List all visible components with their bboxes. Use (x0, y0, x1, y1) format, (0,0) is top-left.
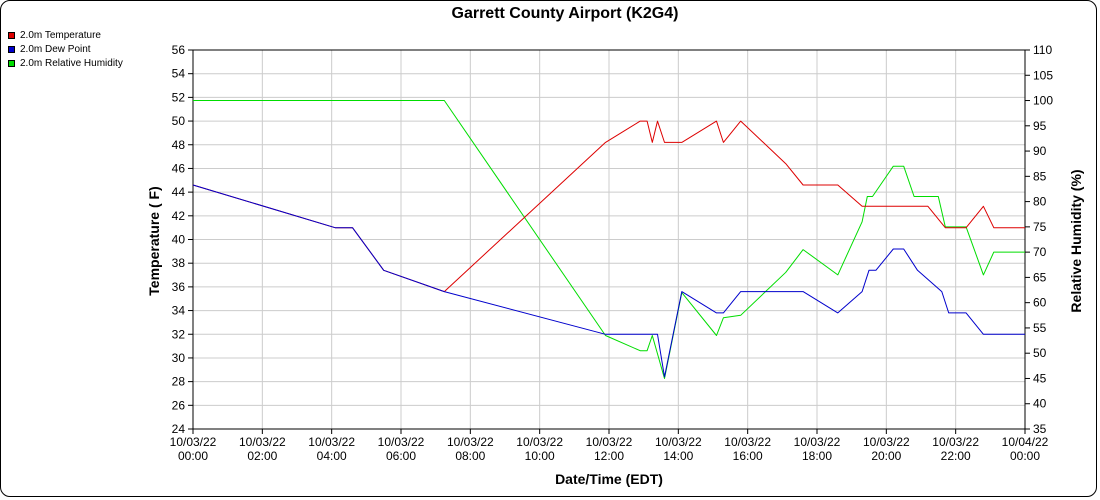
legend-label-temperature: 2.0m Temperature (20, 29, 101, 41)
legend: 2.0m Temperature 2.0m Dew Point 2.0m Rel… (8, 28, 123, 70)
x-tick-date-label: 10/03/22 (724, 435, 771, 449)
y-tick-left-label: 46 (172, 161, 186, 175)
y-tick-right-label: 35 (1033, 422, 1047, 436)
y-tick-right-label: 75 (1033, 220, 1047, 234)
x-tick-time-label: 18:00 (802, 449, 832, 463)
y-tick-right-label: 50 (1033, 346, 1047, 360)
legend-item-relative-humidity: 2.0m Relative Humidity (8, 56, 123, 70)
legend-label-relative-humidity: 2.0m Relative Humidity (20, 57, 123, 69)
y-tick-left-label: 38 (172, 256, 186, 270)
x-tick-date-label: 10/03/22 (794, 435, 841, 449)
x-tick-date-label: 10/03/22 (932, 435, 979, 449)
legend-swatch-dew-point (8, 45, 15, 53)
y-tick-left-label: 44 (172, 185, 186, 199)
relative-humidity-line (193, 100, 1025, 379)
x-tick-time-label: 10:00 (525, 449, 555, 463)
x-tick-time-label: 04:00 (317, 449, 347, 463)
x-tick-time-label: 00:00 (178, 449, 208, 463)
x-tick-date-label: 10/03/22 (655, 435, 702, 449)
y-tick-left-label: 32 (172, 327, 186, 341)
legend-item-dew-point: 2.0m Dew Point (8, 42, 123, 56)
y-tick-left-label: 54 (172, 67, 186, 81)
y-tick-right-label: 80 (1033, 195, 1047, 209)
y-tick-right-label: 95 (1033, 119, 1047, 133)
x-tick-date-label: 10/04/22 (1002, 435, 1049, 449)
x-tick-date-label: 10/03/22 (863, 435, 910, 449)
y-tick-right-label: 55 (1033, 321, 1047, 335)
x-tick-date-label: 10/03/22 (308, 435, 355, 449)
y-tick-right-label: 40 (1033, 397, 1047, 411)
legend-item-temperature: 2.0m Temperature (8, 28, 123, 42)
y-tick-left-label: 34 (172, 304, 186, 318)
x-tick-time-label: 12:00 (594, 449, 624, 463)
x-tick-time-label: 16:00 (733, 449, 763, 463)
x-tick-time-label: 22:00 (941, 449, 971, 463)
y-tick-right-label: 110 (1033, 43, 1052, 57)
y-tick-right-label: 85 (1033, 169, 1047, 183)
legend-swatch-relative-humidity (8, 59, 15, 67)
x-tick-date-label: 10/03/22 (378, 435, 425, 449)
x-tick-date-label: 10/03/22 (447, 435, 494, 449)
y-tick-left-label: 30 (172, 351, 186, 365)
y-tick-left-label: 40 (172, 233, 186, 247)
y-tick-right-label: 100 (1033, 94, 1053, 108)
y-tick-left-label: 42 (172, 209, 186, 223)
y-tick-left-label: 26 (172, 398, 186, 412)
y-tick-right-label: 70 (1033, 245, 1047, 259)
y-tick-left-label: 36 (172, 280, 186, 294)
y-axis-right-title: Relative Humidity (%) (1068, 169, 1084, 312)
y-axis-left-title: Temperature ( F) (146, 186, 162, 295)
y-tick-right-label: 105 (1033, 68, 1053, 82)
chart-title: Garrett County Airport (K2G4) (452, 5, 679, 22)
temperature-line (192, 120, 1025, 293)
x-tick-date-label: 10/03/22 (170, 435, 217, 449)
y-tick-right-label: 90 (1033, 144, 1047, 158)
tick-labels: 24 26 28 30 32 34 36 38 40 42 44 46 48 50 52 54 56 35 40 45… (170, 43, 1054, 463)
series-group (192, 100, 1025, 379)
x-tick-date-label: 10/03/22 (516, 435, 563, 449)
y-tick-right-label: 45 (1033, 371, 1047, 385)
y-tick-right-label: 65 (1033, 270, 1047, 284)
y-tick-right-label: 60 (1033, 296, 1047, 310)
x-tick-time-label: 02:00 (247, 449, 277, 463)
y-tick-left-label: 52 (172, 90, 186, 104)
x-tick-time-label: 08:00 (455, 449, 485, 463)
y-tick-left-label: 48 (172, 138, 186, 152)
y-tick-left-label: 24 (172, 422, 186, 436)
y-tick-left-label: 56 (172, 43, 186, 57)
x-tick-time-label: 14:00 (663, 449, 693, 463)
x-axis-title: Date/Time (EDT) (555, 471, 663, 487)
dew-point-line (192, 184, 1025, 378)
grid (188, 49, 1030, 434)
legend-swatch-temperature (8, 31, 15, 39)
x-tick-date-label: 10/03/22 (586, 435, 633, 449)
legend-label-dew-point: 2.0m Dew Point (20, 43, 91, 55)
y-tick-left-label: 50 (172, 114, 186, 128)
x-tick-time-label: 20:00 (871, 449, 901, 463)
plot-border (192, 49, 1026, 430)
y-tick-left-label: 28 (172, 375, 186, 389)
x-tick-time-label: 00:00 (1010, 449, 1040, 463)
x-tick-time-label: 06:00 (386, 449, 416, 463)
x-tick-date-label: 10/03/22 (239, 435, 286, 449)
